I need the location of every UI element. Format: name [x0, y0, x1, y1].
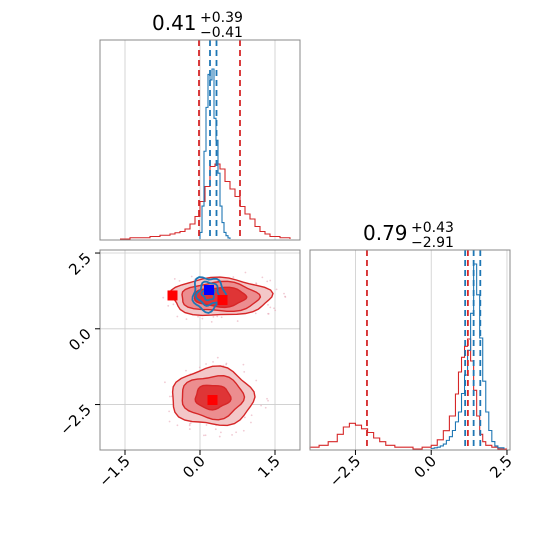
sample-point	[243, 370, 246, 373]
sample-point	[214, 428, 217, 431]
sample-point	[283, 292, 285, 295]
title-2-value: 0.79	[363, 221, 408, 245]
sample-point	[266, 280, 269, 283]
x-tick-label: 1.5	[254, 452, 284, 482]
sample-point	[205, 363, 207, 365]
y-tick-label: 2.5	[65, 249, 95, 279]
sample-point	[164, 381, 166, 384]
sample-point	[235, 431, 238, 434]
sample-point	[185, 318, 188, 321]
sample-point	[198, 366, 201, 369]
sample-point	[204, 434, 207, 437]
sample-point	[190, 275, 193, 278]
sample-point	[275, 288, 278, 291]
x-tick-label: 0.0	[179, 452, 209, 482]
sample-point	[267, 399, 269, 402]
x-tick-label: −2.5	[326, 452, 364, 490]
title-2-minus: −2.91	[411, 235, 454, 251]
sample-point	[244, 271, 247, 274]
sample-point	[216, 315, 219, 318]
sample-point	[250, 421, 252, 424]
sample-point	[172, 303, 175, 306]
red-marker	[207, 395, 218, 405]
sample-point	[188, 423, 191, 425]
sample-point	[269, 279, 272, 282]
sample-point	[261, 276, 264, 279]
sample-point	[267, 303, 269, 306]
sample-point	[243, 416, 246, 419]
hist-2-red-series	[309, 338, 507, 450]
sample-point	[173, 278, 176, 280]
x-tick-label: 0.0	[410, 452, 440, 482]
sample-point	[284, 295, 286, 298]
title-1-value: 0.41	[152, 11, 197, 35]
title-param-2: 0.79 +0.43 −2.91	[363, 220, 454, 251]
hist-param-2-panel	[309, 249, 511, 451]
sample-point	[210, 320, 213, 323]
hist-param-1-panel	[99, 39, 301, 241]
blue-contour-level	[194, 280, 222, 307]
sample-point	[203, 434, 205, 437]
sample-point	[218, 435, 221, 438]
blue-marker	[204, 285, 214, 295]
sample-point	[260, 404, 262, 407]
red-marker	[217, 295, 228, 305]
x-tick-label: 2.5	[486, 452, 516, 482]
sample-point	[205, 424, 208, 426]
y-tick-label: 0.0	[65, 325, 95, 355]
hist-2-blue-series	[430, 263, 505, 449]
sample-point	[232, 276, 235, 278]
sample-point	[220, 316, 223, 319]
sample-point	[274, 309, 277, 312]
sample-point	[216, 356, 219, 359]
sample-point	[176, 315, 179, 318]
sample-point	[176, 424, 179, 427]
sample-point	[197, 315, 199, 318]
sample-point	[267, 312, 270, 315]
x-tick-label: −1.5	[95, 452, 133, 490]
sample-point	[255, 282, 258, 285]
sample-point	[231, 434, 233, 436]
sample-point	[225, 363, 228, 366]
sample-point	[254, 312, 257, 315]
title-1-plus: +0.39	[200, 10, 243, 26]
sample-point	[188, 424, 191, 427]
sample-point	[178, 279, 181, 282]
title-1-minus: −0.41	[200, 25, 243, 41]
sample-point	[212, 360, 214, 363]
sample-point	[250, 414, 253, 417]
sample-point	[266, 397, 268, 400]
hist-1-red-series	[120, 163, 291, 240]
sample-point	[188, 428, 191, 430]
hist-2-frame	[309, 249, 511, 451]
sample-point	[269, 306, 272, 309]
sample-point	[162, 296, 165, 299]
hist-1-blue-series	[199, 68, 231, 239]
sample-point	[264, 406, 267, 409]
sample-point	[168, 395, 171, 398]
sample-point	[168, 410, 171, 413]
y-tick-label: −2.5	[56, 401, 94, 439]
title-param-1: 0.41 +0.39 −0.41	[152, 10, 243, 41]
red-marker	[167, 290, 178, 301]
sample-point	[255, 379, 258, 382]
title-2-plus: +0.43	[411, 220, 454, 236]
sample-point	[242, 363, 245, 366]
scatter-panel	[99, 249, 301, 451]
sample-point	[167, 304, 170, 307]
sample-point	[212, 316, 215, 318]
sample-point	[236, 320, 239, 322]
sample-point	[219, 431, 222, 434]
sample-point	[273, 307, 275, 310]
sample-point	[201, 317, 204, 320]
sample-point	[242, 429, 245, 432]
sample-point	[168, 420, 171, 423]
hist-1-frame	[99, 39, 301, 241]
sample-point	[185, 369, 187, 372]
blue-contour-level	[191, 276, 228, 314]
